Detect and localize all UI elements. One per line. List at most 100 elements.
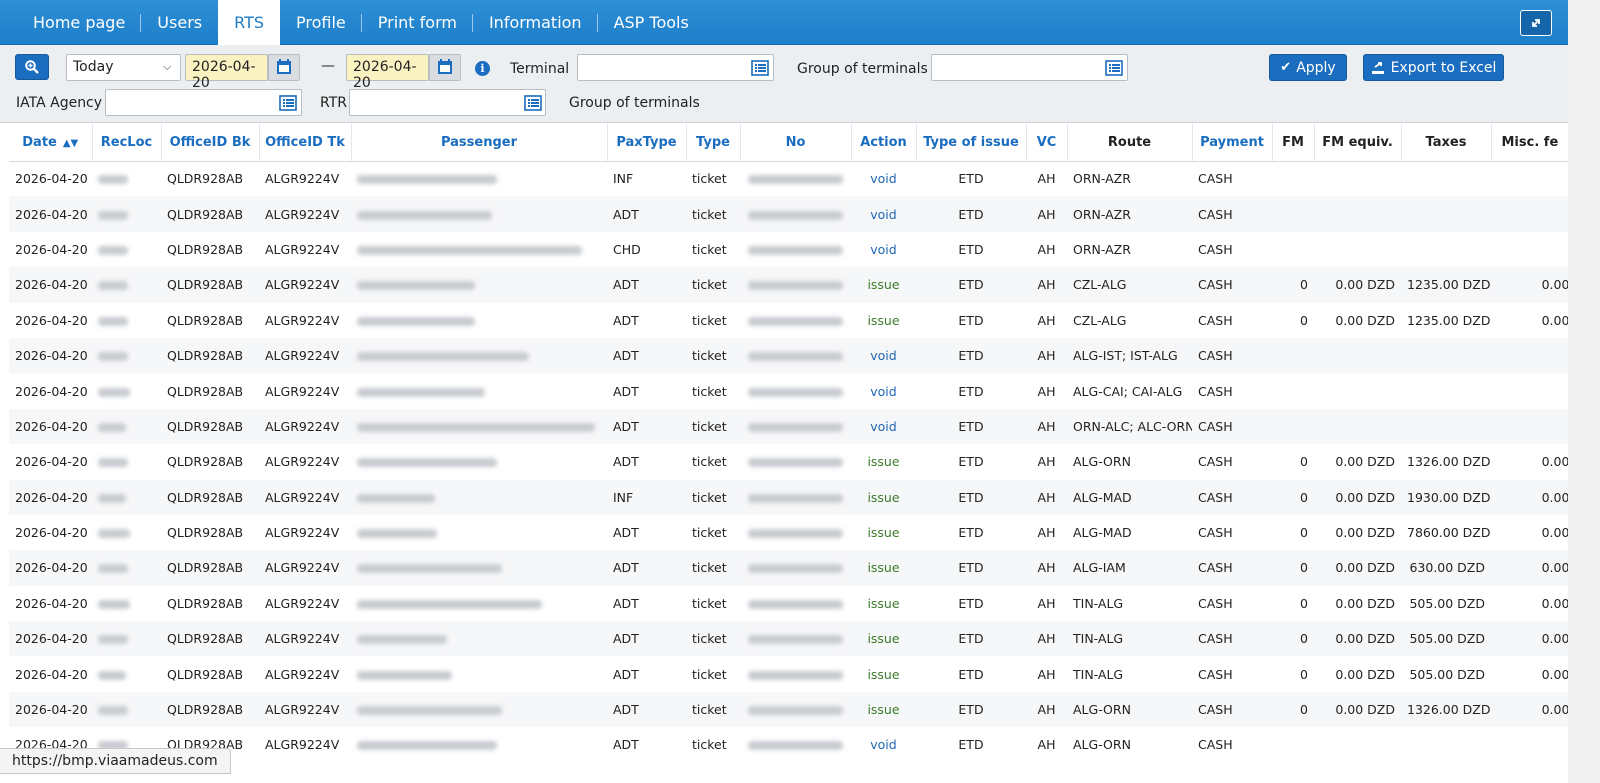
cell-passenger-redacted (351, 373, 607, 408)
table-row[interactable]: 2026-04-20 QLDR928AB ALGR9224V ADT ticket iss… (9, 303, 1568, 338)
table-row[interactable]: 2026-04-20 QLDR928AB ALGR9224V ADT ticket voi… (9, 337, 1568, 374)
col-header-type[interactable]: Type (686, 124, 741, 162)
cell-vc: AH (1026, 691, 1067, 728)
cell-action[interactable]: void (851, 196, 916, 232)
cell-action[interactable]: issue (867, 454, 900, 470)
tab-print-form[interactable]: Print form (362, 0, 474, 45)
table-row[interactable]: 2026-04-20 QLDR928AB ALGR9224V ADT ticket iss… (9, 550, 1568, 586)
cell-no-redacted (740, 408, 851, 445)
table-row[interactable]: 2026-04-20 QLDR928AB ALGR9224V ADT ticket iss… (9, 691, 1568, 728)
cell-taxes (1401, 161, 1491, 196)
cell-paxtype: ADT (607, 267, 686, 303)
export-to-excel-button[interactable]: Export to Excel (1363, 54, 1504, 81)
rts-table-container[interactable]: Date ▲▼ RecLoc OfficeID Bk OfficeID Tk Pa… (9, 124, 1568, 783)
group-of-terminals-input[interactable] (931, 54, 1128, 81)
list-picker-icon[interactable] (279, 95, 297, 111)
tab-information[interactable]: Information (473, 0, 598, 45)
cell-action[interactable]: void (870, 737, 897, 753)
cell-route: ALG-ORN (1067, 691, 1192, 728)
cell-date: 2026-04-20 (15, 241, 88, 257)
sort-icon[interactable]: ▲▼ (62, 137, 79, 149)
cell-action[interactable]: void (870, 171, 897, 187)
table-row[interactable]: 2026-04-20 QLDR928AB ALGR9224V ADT ticket voi… (9, 408, 1568, 445)
list-picker-icon[interactable] (524, 95, 542, 111)
cell-action[interactable]: void (870, 383, 897, 399)
period-select[interactable]: Today (66, 54, 181, 81)
table-row[interactable]: 2026-04-20 QLDR928AB ALGR9224V ADT ticket voi… (9, 727, 1568, 762)
cell-action[interactable]: void (851, 408, 916, 445)
cell-vc: AH (1037, 737, 1056, 753)
table-row[interactable]: 2026-04-20 QLDR928AB ALGR9224V ADT ticket iss… (9, 656, 1568, 691)
table-row[interactable]: 2026-04-20 QLDR928AB ALGR9224V ADT ticket iss… (9, 444, 1568, 479)
cell-action[interactable]: issue (851, 621, 916, 657)
date-from-calendar-button[interactable] (268, 54, 300, 81)
col-header-officeid-bk[interactable]: OfficeID Bk (161, 124, 260, 162)
table-row[interactable]: 2026-04-20 QLDR928AB ALGR9224V ADT ticket voi… (9, 373, 1568, 408)
cell-taxes (1401, 727, 1491, 762)
table-row[interactable]: 2026-04-20 QLDR928AB ALGR9224V INF ticket iss… (9, 479, 1568, 515)
date-from-input[interactable]: 2026-04-20 (185, 54, 268, 91)
list-picker-icon[interactable] (751, 60, 769, 76)
col-header-vc[interactable]: VC (1026, 124, 1068, 162)
cell-fm-equiv (1314, 408, 1401, 445)
cell-type: ticket (686, 479, 740, 515)
table-row[interactable]: 2026-04-20 QLDR928AB ALGR9224V ADT ticket iss… (9, 267, 1568, 303)
col-header-payment[interactable]: Payment (1192, 124, 1273, 162)
cell-officeid-tk: ALGR9224V (265, 595, 340, 611)
col-header-paxtype[interactable]: PaxType (607, 124, 687, 162)
table-row[interactable]: 2026-04-20 QLDR928AB ALGR9224V ADT ticket voi… (9, 196, 1568, 232)
cell-misc-fee (1491, 196, 1568, 232)
col-header-no[interactable]: No (740, 124, 852, 162)
date-to-calendar-button[interactable] (429, 54, 461, 81)
tab-home-page[interactable]: Home page (17, 0, 142, 45)
cell-action[interactable]: issue (867, 595, 900, 611)
cell-vc: AH (1026, 479, 1067, 515)
cell-payment: CASH (1198, 171, 1233, 187)
cell-action[interactable]: issue (851, 267, 916, 303)
cell-action[interactable]: issue (867, 312, 900, 328)
table-row[interactable]: 2026-04-20 QLDR928AB ALGR9224V ADT ticket iss… (9, 586, 1568, 621)
list-picker-icon[interactable] (1105, 60, 1123, 76)
tab-profile[interactable]: Profile (280, 0, 362, 45)
cell-type: ticket (686, 621, 740, 657)
cell-action[interactable]: issue (867, 666, 900, 682)
cell-vc: AH (1037, 383, 1056, 399)
cell-action[interactable]: void (870, 241, 897, 257)
rtr-input[interactable] (349, 89, 546, 116)
col-header-passenger[interactable]: Passenger (351, 124, 608, 162)
cell-action[interactable]: issue (851, 550, 916, 586)
apply-button[interactable]: ✔ Apply (1269, 54, 1347, 81)
cell-fm-equiv: 0.00 DZD (1314, 267, 1401, 303)
cell-no-redacted (740, 337, 851, 374)
col-header-date[interactable]: Date ▲▼ (9, 124, 93, 162)
cell-action[interactable]: issue (851, 479, 916, 515)
cell-route: ALG-IST; IST-ALG (1067, 337, 1192, 374)
fullscreen-button[interactable] (1520, 10, 1552, 36)
cell-action[interactable]: void (851, 337, 916, 374)
date-to-input[interactable]: 2026-04-20 (346, 54, 429, 91)
col-header-officeid-tk[interactable]: OfficeID Tk (259, 124, 352, 162)
cell-no-redacted (740, 444, 851, 479)
tab-asp-tools[interactable]: ASP Tools (613, 13, 689, 32)
page-scrollbar[interactable] (1568, 0, 1600, 783)
search-button[interactable] (15, 54, 49, 80)
info-icon[interactable]: i (475, 61, 490, 76)
iata-agency-input[interactable] (105, 89, 302, 116)
col-header-recloc[interactable]: RecLoc (92, 124, 162, 162)
table-row[interactable]: 2026-04-20 QLDR928AB ALGR9224V ADT ticket iss… (9, 621, 1568, 657)
cell-fm-equiv (1314, 727, 1401, 762)
tab-users[interactable]: Users (157, 13, 203, 32)
terminal-input[interactable] (577, 54, 774, 81)
cell-misc-fee (1491, 161, 1568, 196)
table-row[interactable]: 2026-04-20 QLDR928AB ALGR9224V CHD ticket voi… (9, 232, 1568, 267)
cell-action[interactable]: issue (867, 525, 900, 541)
cell-officeid-bk: QLDR928AB (161, 408, 259, 445)
table-row[interactable]: 2026-04-20 QLDR928AB ALGR9224V ADT ticket iss… (9, 515, 1568, 550)
cell-misc-fee (1491, 337, 1568, 374)
table-row[interactable]: 2026-04-20 QLDR928AB ALGR9224V INF ticket voi… (9, 161, 1568, 196)
col-header-type-of-issue[interactable]: Type of issue (916, 124, 1027, 162)
cell-vc: AH (1037, 666, 1056, 682)
cell-action[interactable]: issue (851, 691, 916, 728)
col-header-action[interactable]: Action (851, 124, 917, 162)
tab-rts[interactable]: RTS (218, 0, 280, 45)
